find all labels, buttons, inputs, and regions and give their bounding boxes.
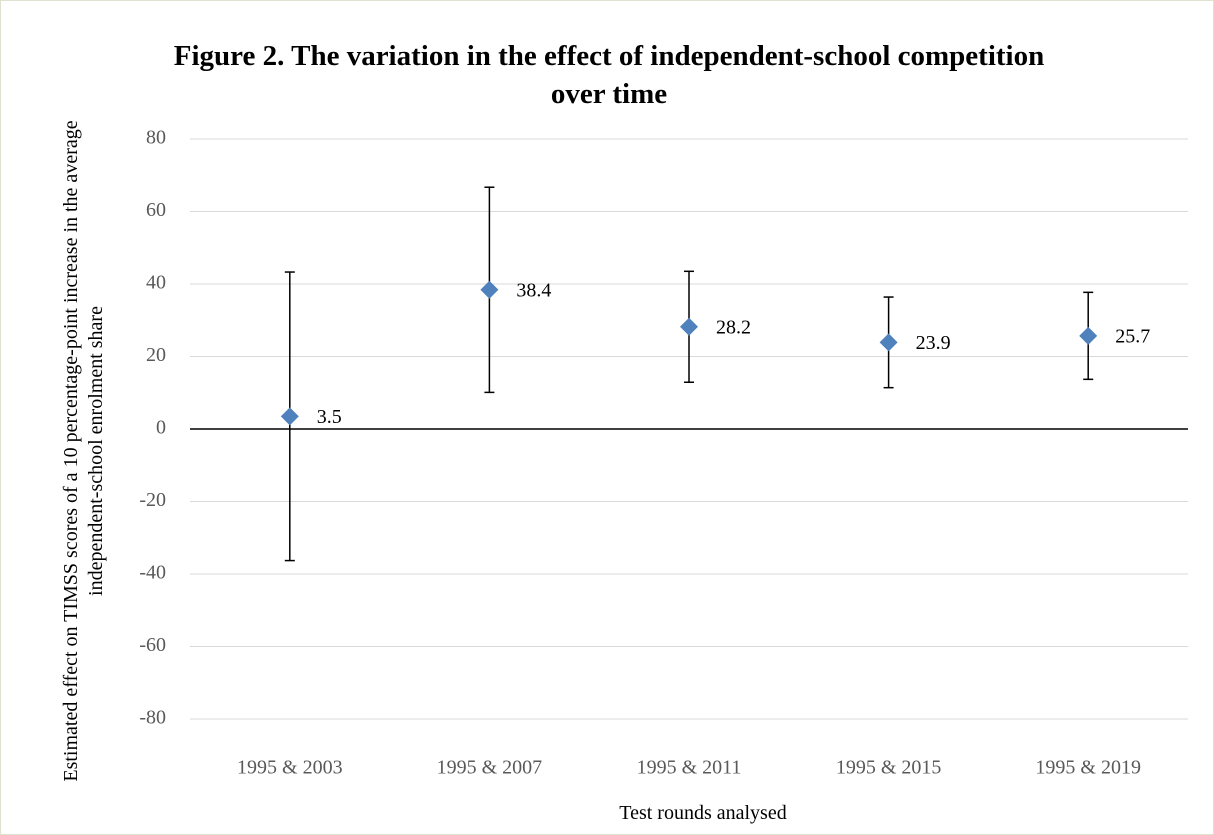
y-tick-label: 60 [146,199,166,221]
x-tick-label: 1995 & 2003 [237,757,343,779]
x-tick-label: 1995 & 2015 [836,757,942,779]
point [680,317,698,336]
y-tick-label: 80 [146,127,166,149]
x-tick-label: 1995 & 2011 [637,757,742,779]
data-label: 25.7 [1115,325,1150,347]
y-tick-label: 40 [146,272,166,294]
y-tick-label: -40 [139,562,166,584]
data-label: 23.9 [916,332,951,354]
x-tick-label: 1995 & 2007 [437,757,543,779]
y-axis-label: Estimated effect on TIMSS scores of a 10… [60,120,107,782]
y-tick-label: -20 [139,489,166,511]
x-axis-label: Test rounds analysed [619,802,787,824]
point [280,407,299,426]
y-tick-label: 0 [156,417,166,439]
x-tick-label: 1995 & 2019 [1035,757,1141,779]
data-label: 38.4 [516,279,551,301]
y-tick-label: -60 [139,634,166,656]
point [1079,326,1098,345]
y-tick-label: 20 [146,344,166,366]
data-label: 3.5 [317,406,342,428]
point [879,333,898,352]
chart-title: Figure 2. The variation in the effect of… [173,40,1045,110]
data-label: 28.2 [716,316,751,338]
point [480,280,499,299]
y-tick-label: -80 [139,707,166,729]
